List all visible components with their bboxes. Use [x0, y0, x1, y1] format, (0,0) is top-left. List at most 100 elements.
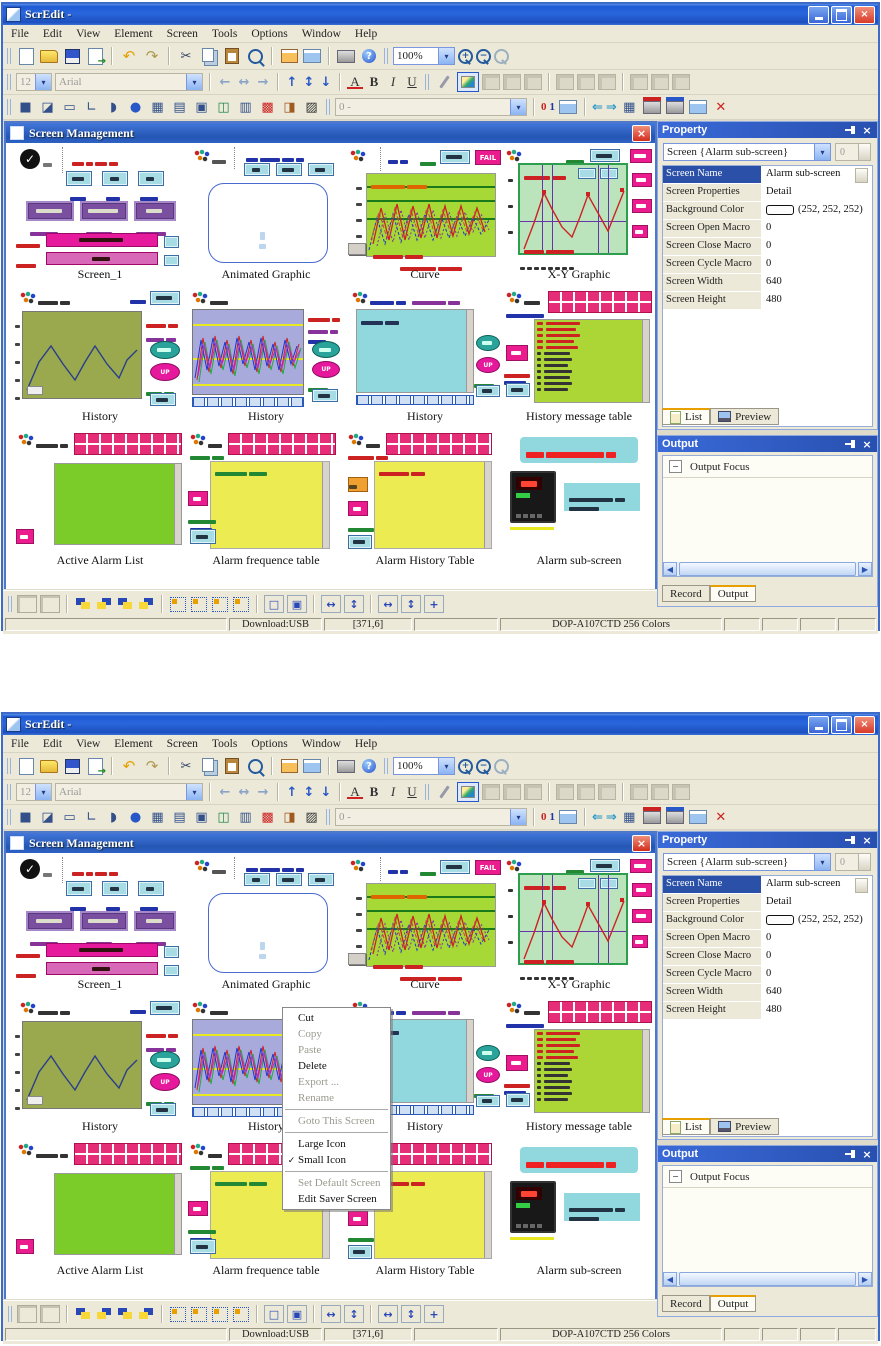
thumbnail-art[interactable]: [504, 1001, 654, 1117]
stop-icon[interactable]: ✕: [715, 99, 727, 115]
maximize-button[interactable]: [831, 715, 852, 734]
thumbnail-art[interactable]: [14, 1143, 186, 1261]
circle-element-icon[interactable]: ●: [129, 99, 142, 115]
open-icon[interactable]: [39, 47, 59, 65]
print-icon[interactable]: [336, 757, 356, 775]
menu-file[interactable]: File: [11, 737, 29, 750]
thumbnail-xy-graphic[interactable]: X-Y Graphic: [504, 147, 654, 283]
copy-icon[interactable]: [199, 47, 219, 65]
property-value[interactable]: Detail: [762, 894, 872, 912]
property-value[interactable]: 0: [762, 948, 872, 966]
alarm-element-icon[interactable]: ▩: [261, 809, 274, 825]
menu-help[interactable]: Help: [354, 27, 378, 40]
horizontal-scrollbar[interactable]: ◀ ▶: [663, 562, 872, 576]
prev-screen-icon[interactable]: ⇐: [592, 809, 603, 825]
tab-list[interactable]: List: [662, 1118, 711, 1135]
screen-management-close-icon[interactable]: ×: [632, 834, 651, 852]
pipe-element-icon[interactable]: ∟: [86, 809, 97, 825]
save-icon[interactable]: [62, 757, 82, 775]
font-size-combobox[interactable]: 12: [16, 783, 52, 801]
center-horizontal-icon[interactable]: □: [264, 595, 284, 613]
fit-width-icon[interactable]: ↔: [378, 595, 398, 613]
paste-icon[interactable]: [222, 47, 242, 65]
thumbnail-art[interactable]: [504, 1143, 654, 1261]
thumbnail-art[interactable]: UP: [348, 291, 502, 407]
align-center-h-icon[interactable]: ↔: [238, 74, 250, 90]
thumbnail-art[interactable]: [504, 433, 654, 551]
thumbnail-art[interactable]: UP: [14, 1001, 186, 1117]
tab-output[interactable]: Output: [709, 585, 757, 602]
menu-file[interactable]: File: [11, 27, 29, 40]
align-bottom-icon[interactable]: ↓: [320, 784, 332, 800]
toolbar-grip[interactable]: [8, 596, 12, 612]
close-icon[interactable]: ×: [862, 1147, 872, 1161]
property-value[interactable]: Detail: [762, 184, 872, 202]
find-icon[interactable]: [245, 47, 265, 65]
color-swatch[interactable]: [766, 204, 794, 215]
keypad-element-icon[interactable]: ▨: [305, 809, 318, 825]
fit-height-icon[interactable]: ↕: [401, 1305, 421, 1323]
send-to-back-icon[interactable]: [95, 596, 113, 612]
same-width-icon[interactable]: ↔: [321, 595, 341, 613]
thumbnail-art[interactable]: [504, 291, 654, 407]
redo-icon[interactable]: [142, 47, 162, 65]
menu-view[interactable]: View: [76, 27, 101, 40]
find-icon[interactable]: [245, 757, 265, 775]
align-right-edge-icon[interactable]: [190, 596, 208, 612]
menu-help[interactable]: Help: [354, 737, 378, 750]
toolbar-grip[interactable]: [7, 74, 11, 90]
pin-icon[interactable]: [845, 439, 857, 449]
color-swatch[interactable]: [766, 914, 794, 925]
tab-record[interactable]: Record: [662, 1295, 710, 1312]
export-icon[interactable]: [85, 757, 105, 775]
collapse-icon[interactable]: −: [669, 460, 682, 473]
pin-icon[interactable]: [845, 1149, 857, 1159]
copy-icon[interactable]: [199, 757, 219, 775]
thumbnail-xy-graphic[interactable]: X-Y Graphic: [504, 857, 654, 993]
new-screen-icon[interactable]: [279, 757, 299, 775]
align-center-h-icon[interactable]: ↔: [238, 784, 250, 800]
close-icon[interactable]: ×: [862, 437, 872, 451]
property-value[interactable]: (252, 252, 252): [762, 202, 872, 220]
state1-icon[interactable]: 1: [549, 101, 556, 113]
align-top-edge-icon[interactable]: [211, 1306, 229, 1322]
open-icon[interactable]: [39, 757, 59, 775]
bold-icon[interactable]: B: [369, 74, 379, 89]
paste-icon[interactable]: [222, 757, 242, 775]
align-right-icon[interactable]: →: [257, 74, 269, 90]
state0-icon[interactable]: 0: [541, 811, 547, 823]
save-icon[interactable]: [62, 47, 82, 65]
picture-mode-icon[interactable]: [457, 72, 479, 92]
scroll-left-icon[interactable]: ◀: [663, 562, 677, 576]
cut-icon[interactable]: [176, 757, 196, 775]
align-right-icon[interactable]: →: [257, 784, 269, 800]
thumbnail-active-alarm-list[interactable]: Active Alarm List: [14, 1143, 186, 1279]
thumbnail-curve[interactable]: FAIL: [348, 147, 502, 283]
curve-element-icon[interactable]: ◫: [217, 99, 230, 115]
align-left-icon[interactable]: ←: [219, 784, 231, 800]
align-middle-icon[interactable]: ↕: [303, 74, 315, 90]
screen-management-titlebar[interactable]: Screen Management ×: [6, 123, 655, 143]
thumbnail-active-alarm-list[interactable]: Active Alarm List: [14, 433, 186, 569]
property-value[interactable]: 0: [762, 238, 872, 256]
font-color-icon[interactable]: A: [347, 785, 363, 799]
align-left-edge-icon[interactable]: [169, 1306, 187, 1322]
tab-preview[interactable]: Preview: [710, 1118, 780, 1135]
alarm-element-icon[interactable]: ▩: [261, 99, 274, 115]
compile-icon[interactable]: ▦: [623, 99, 636, 115]
spinner-icon[interactable]: [855, 168, 868, 183]
horizontal-scrollbar[interactable]: ◀ ▶: [663, 1272, 872, 1286]
compile-icon[interactable]: ▦: [623, 809, 636, 825]
bar-element-icon[interactable]: ▭: [63, 809, 76, 825]
element-property-icon[interactable]: [558, 98, 578, 116]
same-width-icon[interactable]: ↔: [321, 1305, 341, 1323]
bring-to-front-icon[interactable]: [74, 1306, 92, 1322]
same-height-icon[interactable]: ↕: [344, 1305, 364, 1323]
meter-element-icon[interactable]: ◪: [41, 809, 54, 825]
tab-record[interactable]: Record: [662, 585, 710, 602]
open-screen-icon[interactable]: [302, 47, 322, 65]
print-icon[interactable]: [336, 47, 356, 65]
pattern-element-icon[interactable]: ▦: [151, 809, 164, 825]
sound-element-icon[interactable]: ◨: [283, 99, 296, 115]
context-menu-item[interactable]: Edit Saver Screen: [283, 1191, 390, 1207]
